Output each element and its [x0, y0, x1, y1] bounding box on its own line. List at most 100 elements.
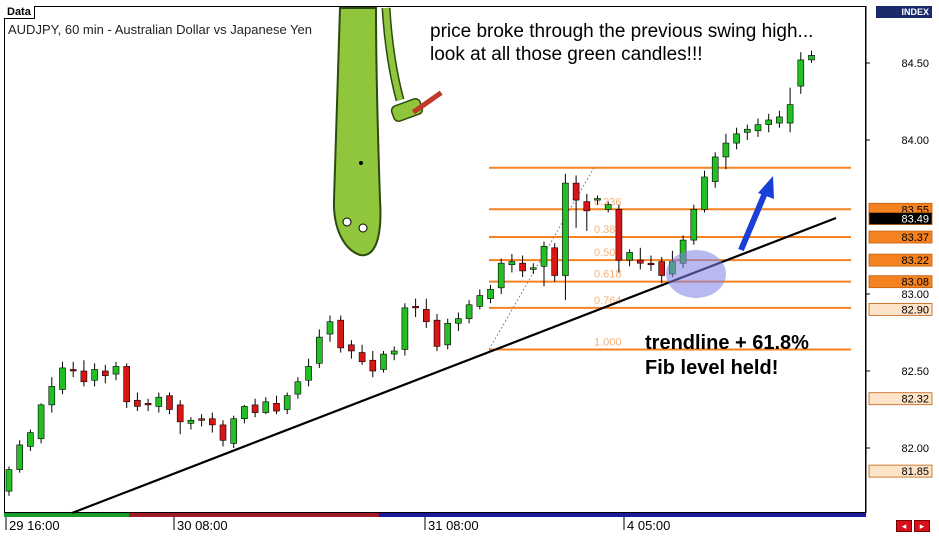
- candle: [658, 257, 666, 284]
- character-arm-fill: [383, 7, 403, 101]
- cartoon-character-illustration: [332, 7, 443, 257]
- candle: [37, 403, 45, 444]
- price-box: [868, 392, 933, 406]
- fib-level-label: 0.382: [594, 224, 622, 236]
- candle-up: [48, 386, 56, 406]
- candle-down: [583, 201, 591, 212]
- candle: [187, 417, 195, 430]
- y-tick-label: 84.00: [901, 135, 929, 147]
- candle: [5, 466, 13, 496]
- candle-up: [380, 353, 387, 370]
- candle: [16, 440, 24, 473]
- candle-down: [615, 209, 623, 261]
- price-box-label: 83.22: [901, 255, 929, 267]
- time-bar-segment: [379, 513, 866, 517]
- candle-down: [551, 247, 559, 276]
- candle: [48, 377, 56, 413]
- scroll-right-icon[interactable]: ▸: [914, 520, 930, 532]
- price-box: [868, 302, 933, 316]
- candle-down: [636, 259, 644, 264]
- candle: [401, 303, 409, 356]
- candle-up: [16, 444, 24, 470]
- candle: [155, 392, 163, 413]
- price-box: [868, 275, 933, 289]
- data-tab[interactable]: Data: [4, 6, 35, 19]
- candle-up: [390, 350, 398, 355]
- highlight-circle: [666, 249, 726, 298]
- candlesticks: [5, 50, 815, 496]
- candle-down: [102, 370, 109, 376]
- candle: [455, 312, 462, 331]
- candle: [743, 124, 751, 140]
- annotation-bottom-line2: Fib level held!: [645, 357, 779, 379]
- fib-level-label: 0.618: [594, 269, 622, 281]
- candle: [647, 255, 655, 271]
- candle-up: [594, 198, 601, 201]
- candle: [112, 361, 120, 381]
- candle-up: [765, 119, 773, 125]
- y-tick-label: 83.00: [901, 289, 929, 301]
- time-bar-segment: [4, 513, 129, 517]
- fib-level-label: 1.000: [594, 336, 622, 348]
- candle-down: [69, 369, 77, 372]
- scroll-left-icon[interactable]: ◂: [896, 520, 912, 532]
- candle-down: [251, 404, 259, 413]
- candle: [91, 363, 98, 387]
- price-box-label: 83.08: [901, 277, 929, 289]
- candle: [508, 253, 516, 273]
- index-tab[interactable]: INDEX: [876, 6, 932, 18]
- candle-up: [455, 318, 462, 324]
- candle: [604, 201, 612, 213]
- candle: [337, 315, 345, 353]
- candle-up: [786, 104, 794, 124]
- candle: [176, 400, 184, 435]
- candle: [722, 133, 730, 170]
- candle-down: [358, 352, 366, 363]
- candle-up: [444, 322, 452, 346]
- candle-up: [187, 419, 195, 424]
- candle-up: [283, 395, 291, 410]
- candle: [797, 52, 805, 94]
- candle: [315, 329, 323, 368]
- candle: [765, 113, 773, 133]
- candle-down: [209, 418, 216, 426]
- candle: [251, 398, 259, 418]
- candle: [273, 395, 280, 415]
- candle-up: [733, 133, 740, 144]
- candle: [540, 241, 548, 287]
- annotation-top-line2: look at all those green candles!!!: [430, 44, 703, 65]
- candle: [262, 397, 270, 415]
- candle-up: [230, 418, 237, 444]
- candle: [219, 420, 227, 447]
- candle-up: [91, 369, 98, 381]
- candle-down: [134, 399, 141, 407]
- candle-up: [401, 307, 409, 350]
- candle-down: [647, 262, 655, 266]
- candle-up: [305, 366, 312, 381]
- candle: [497, 258, 505, 294]
- candle-up: [776, 116, 783, 124]
- x-tick-label: 4 05:00: [627, 518, 670, 533]
- y-tick-label: 82.00: [901, 443, 929, 455]
- candle: [198, 414, 205, 427]
- candle: [102, 364, 109, 384]
- candle-down: [348, 344, 355, 352]
- candle-up: [294, 381, 302, 395]
- arrow-head: [758, 176, 774, 199]
- candle: [209, 412, 216, 433]
- candle: [519, 255, 526, 278]
- price-box: [868, 212, 933, 225]
- pencil-icon: [411, 90, 443, 115]
- candle: [433, 314, 441, 351]
- candle-up: [626, 252, 633, 261]
- candle-down: [176, 404, 184, 423]
- candle-down: [433, 319, 441, 347]
- candle: [636, 247, 644, 270]
- arrow-shaft: [738, 191, 768, 252]
- candle-down: [412, 306, 419, 309]
- candle-up: [59, 367, 66, 390]
- y-tick-label: 84.50: [901, 58, 929, 70]
- candle-down: [658, 261, 666, 276]
- price-box-label: 83.49: [901, 214, 929, 226]
